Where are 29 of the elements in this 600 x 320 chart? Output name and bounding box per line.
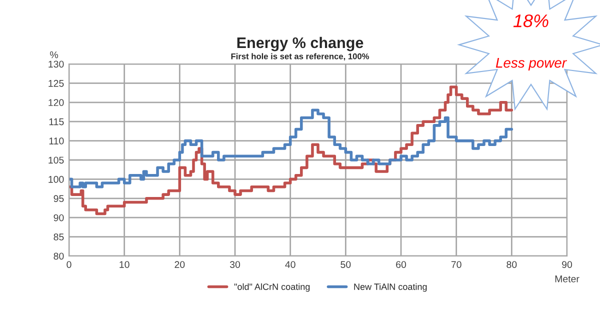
legend-label: New TiAlN coating bbox=[354, 283, 427, 292]
x-tick-label: 40 bbox=[285, 261, 296, 268]
y-axis-title: % bbox=[50, 51, 58, 58]
y-tick-label: 105 bbox=[48, 156, 64, 164]
x-tick-label: 90 bbox=[562, 261, 572, 268]
x-tick-label: 80 bbox=[506, 261, 517, 268]
y-tick-label: 130 bbox=[48, 60, 64, 68]
y-tick-label: 120 bbox=[48, 99, 64, 106]
text: 18% bbox=[513, 14, 548, 28]
x-tick-label: 0 bbox=[66, 261, 72, 268]
x-tick-label: 20 bbox=[174, 261, 185, 268]
x-tick-label: 30 bbox=[230, 261, 240, 268]
x-tick-label: 10 bbox=[120, 261, 130, 268]
y-tick-label: 80 bbox=[54, 252, 64, 260]
y-tick-label: 110 bbox=[49, 138, 64, 144]
x-tick-label: 60 bbox=[396, 261, 406, 268]
y-tick-label: 85 bbox=[54, 234, 64, 240]
chart-subtitle: First hole is set as reference, 100% bbox=[231, 53, 370, 60]
legend-label: "old" AlCrN coating bbox=[234, 283, 310, 292]
annotation: Less power bbox=[496, 58, 567, 70]
y-tick-label: 115 bbox=[49, 118, 64, 126]
y-tick-label: 125 bbox=[48, 80, 64, 87]
x-tick-label: 70 bbox=[451, 261, 462, 268]
x-axis-title: Meter bbox=[555, 276, 580, 282]
y-tick-label: 90 bbox=[54, 214, 64, 222]
chart-title: Energy % change bbox=[237, 36, 364, 52]
x-tick-label: 50 bbox=[340, 261, 351, 268]
y-tick-label: 100 bbox=[48, 176, 64, 183]
y-tick-label: 95 bbox=[54, 195, 64, 202]
